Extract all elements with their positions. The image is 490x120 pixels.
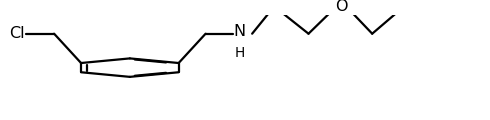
Text: H: H — [235, 46, 245, 60]
Text: Cl: Cl — [9, 26, 24, 41]
Text: O: O — [336, 0, 348, 14]
Text: N: N — [234, 24, 246, 39]
